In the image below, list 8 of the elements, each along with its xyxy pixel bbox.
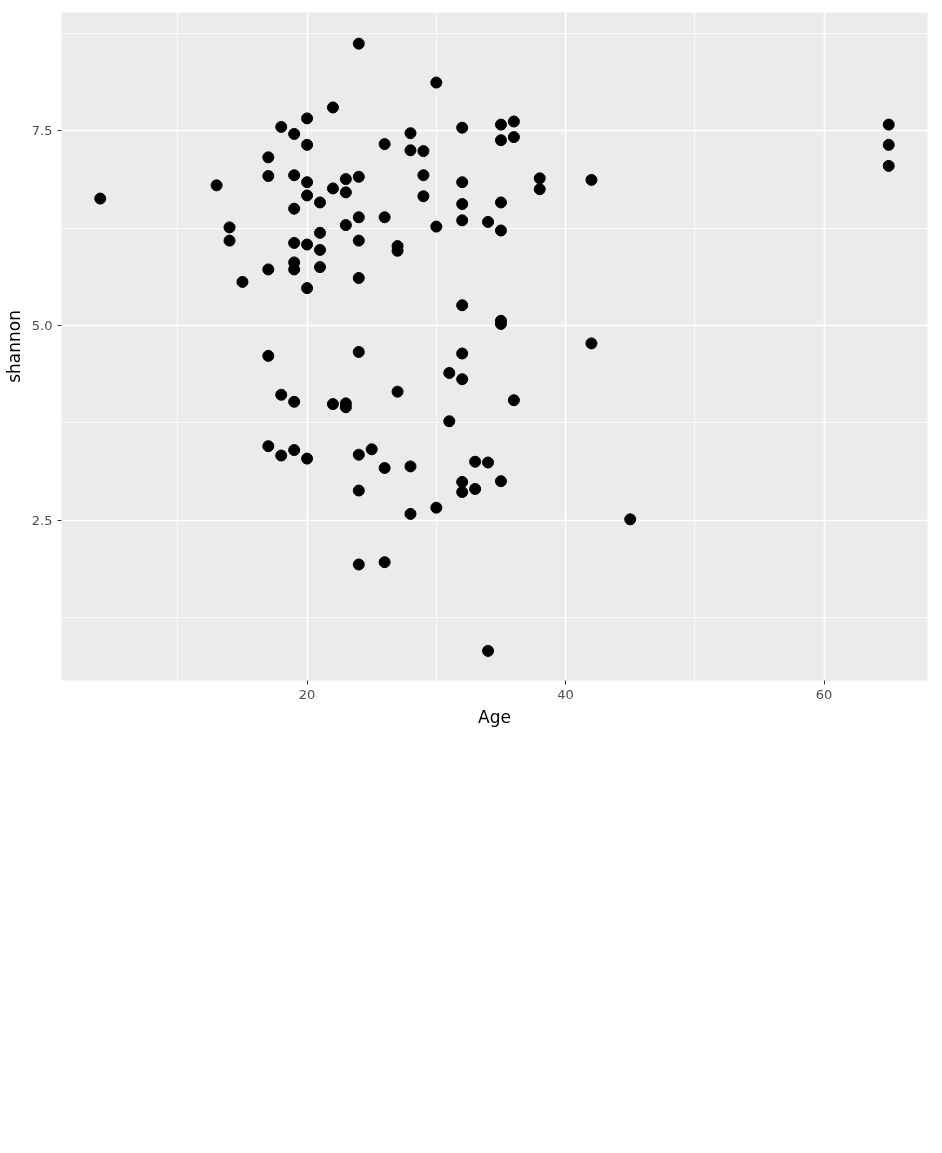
x-axis-title: Age [478, 706, 511, 727]
x-tick-label: 40 [557, 686, 574, 702]
y-tick-label: 7.5 [31, 123, 53, 139]
y-axis-title: shannon [3, 310, 24, 383]
y-tick-label: 2.5 [31, 512, 53, 528]
x-tick-label: 20 [298, 686, 316, 702]
x-tick-label: 60 [815, 686, 833, 702]
y-tick-label: 5.0 [31, 317, 53, 333]
